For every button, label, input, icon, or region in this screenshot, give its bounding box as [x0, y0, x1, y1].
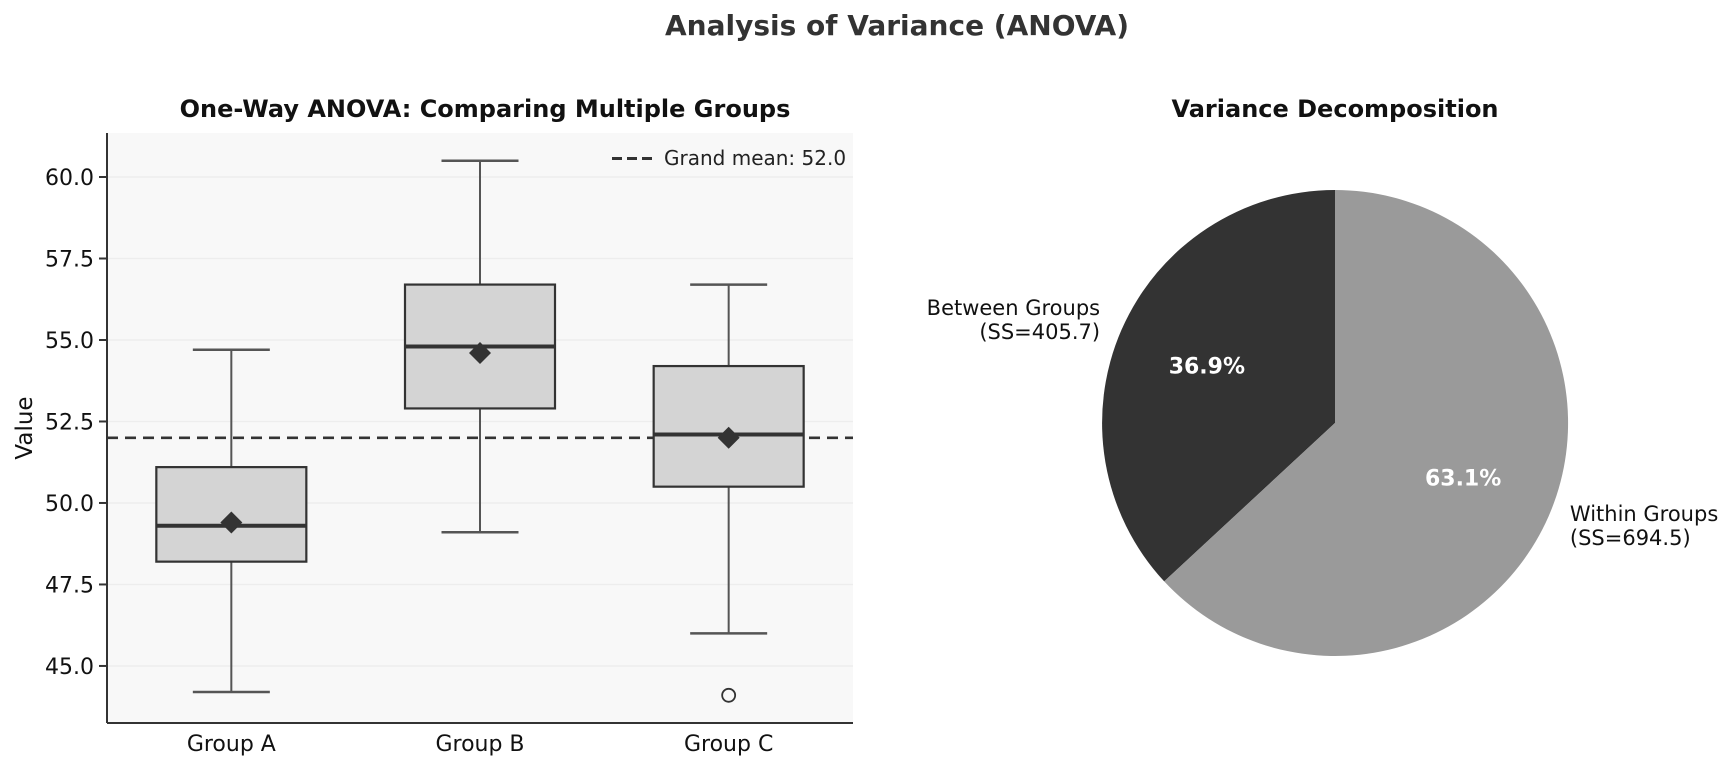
mean-marker	[220, 511, 243, 534]
pie-slice-between-groups	[1102, 190, 1335, 582]
grand-mean-legend: Grand mean: 52.0	[612, 146, 846, 170]
x-tick-label: Group B	[435, 732, 524, 757]
figure-title: Analysis of Variance (ANOVA)	[665, 9, 1129, 42]
y-tick-label: 50.0	[45, 492, 94, 517]
x-tick-label: Group A	[187, 732, 276, 757]
pie-slice-within-groups	[1164, 189, 1569, 656]
y-tick-label: 45.0	[45, 655, 94, 680]
y-tick-label: 57.5	[45, 247, 94, 272]
pie-label-between-groups: Between Groups (SS=405.7)	[927, 296, 1100, 344]
mean-marker	[469, 342, 491, 365]
pie-label-within-line1: Within Groups	[1569, 501, 1719, 526]
legend-dash-sample-icon	[612, 156, 652, 160]
pie-label-between-line2: (SS=405.7)	[979, 320, 1101, 345]
pie-label-within-line2: (SS=694.5)	[1569, 525, 1691, 550]
box-Group C	[652, 364, 805, 488]
legend-label: Grand mean: 52.0	[664, 146, 847, 170]
x-tick-label: Group C	[684, 732, 773, 757]
pie-label-within-groups: Within Groups (SS=694.5)	[1570, 502, 1718, 550]
y-tick-label: 55.0	[45, 329, 94, 354]
pie-label-between-line1: Between Groups	[926, 296, 1101, 321]
pie-pct-label-within: 63.1%	[1424, 466, 1502, 492]
y-tick-label: 47.5	[45, 573, 94, 598]
y-axis-label: Value	[12, 396, 38, 460]
mean-marker	[717, 426, 740, 449]
pie-title: Variance Decomposition	[1171, 95, 1499, 123]
outlier-point	[721, 687, 737, 703]
pie-pct-label-between: 36.9%	[1168, 354, 1246, 380]
boxplot-title: One-Way ANOVA: Comparing Multiple Groups	[179, 95, 791, 123]
y-tick-label: 60.0	[45, 166, 94, 191]
y-tick-label: 52.5	[45, 410, 94, 435]
